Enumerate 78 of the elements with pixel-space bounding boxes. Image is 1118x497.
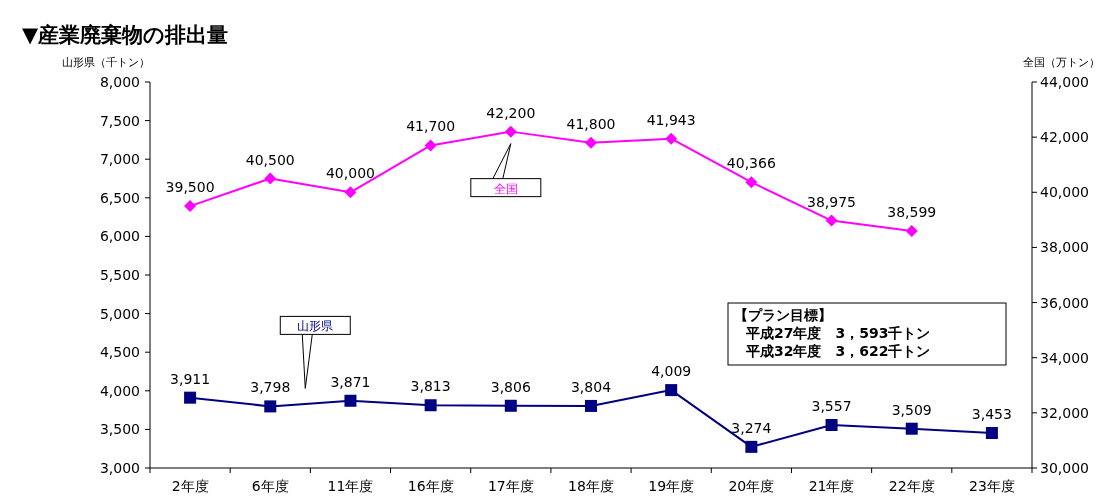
data-label: 3,806 [490,378,531,395]
point [344,394,357,407]
data-label: 3,911 [170,370,211,387]
point [905,224,918,237]
y2-tick-label: 32,000 [1040,404,1089,421]
y-tick-label: 7,000 [99,151,140,168]
data-label: 41,800 [566,115,616,132]
point [745,440,758,453]
y-tick-label: 7,500 [99,112,140,129]
data-label: 41,700 [406,118,456,135]
x-tick-label: 20年度 [728,478,775,494]
point [264,172,277,185]
x-tick-label: 6年度 [251,478,289,494]
y2-axis-title: 全国（万トン） [1023,56,1100,69]
y-tick-label: 4,000 [99,382,140,399]
x-tick-label: 17年度 [487,478,534,494]
y-tick-label: 6,000 [99,228,140,245]
point [504,399,517,412]
y-tick-label: 3,000 [99,460,140,476]
x-tick-label: 11年度 [327,478,374,494]
y-tick-label: 5,500 [99,267,140,283]
point [745,176,758,189]
y2-tick-label: 36,000 [1040,294,1089,311]
y-tick-label: 3,500 [99,421,140,438]
y2-tick-label: 40,000 [1040,184,1089,201]
chart-title: ▼産業廃棄物の排出量 [22,23,229,47]
point [985,427,998,440]
point [184,200,197,213]
point [665,384,678,397]
y-tick-label: 4,500 [99,344,140,361]
data-label: 40,500 [245,151,295,168]
x-tick-label: 21年度 [808,478,855,494]
x-tick-label: 2年度 [171,478,209,494]
point [504,125,517,138]
y-tick-label: 5,000 [99,305,140,322]
x-tick-label: 22年度 [888,478,935,494]
point [585,399,597,412]
data-label: 39,500 [165,179,215,196]
point [424,139,437,152]
y-axis-title: 山形県（千トン） [62,56,150,69]
y-tick-label: 8,000 [99,74,140,90]
y2-tick-label: 42,000 [1040,129,1089,146]
point [585,136,597,149]
point [264,400,277,413]
y2-tick-label: 44,000 [1040,74,1089,90]
data-label: 3,871 [330,373,371,390]
x-tick-label: 18年度 [568,478,614,494]
point [825,214,838,227]
point [184,391,197,404]
data-label: 40,000 [325,165,375,182]
point [825,419,838,431]
point [905,422,918,435]
data-label: 38,975 [807,193,857,210]
x-tick-label: 16年度 [407,478,454,494]
point [344,186,357,199]
x-tick-label: 19年度 [648,478,695,494]
data-label: 3,557 [811,398,852,414]
y-tick-label: 6,500 [99,189,140,206]
point [665,132,678,145]
data-label: 38,599 [887,203,937,220]
data-label: 42,200 [486,104,536,121]
data-label: 3,509 [891,401,932,418]
y2-tick-label: 34,000 [1040,349,1089,366]
y2-tick-label: 30,000 [1040,460,1089,476]
data-label: 3,798 [250,379,291,396]
y2-tick-label: 38,000 [1040,239,1089,256]
data-label: 41,943 [646,111,696,128]
annotation: 平成27年度 3，593千トン [745,325,931,341]
data-label: 3,453 [971,406,1012,423]
data-label: 40,366 [726,155,776,172]
data-label: 3,813 [410,378,451,395]
x-tick-label: 23年度 [968,478,1015,494]
point [424,399,437,412]
annotation: 【プラン目標】 [734,307,832,323]
data-label: 3,274 [731,419,772,436]
annotation: 平成32年度 3，622千トン [745,343,931,359]
data-label: 3,804 [570,378,612,395]
data-label: 4,009 [651,363,692,380]
